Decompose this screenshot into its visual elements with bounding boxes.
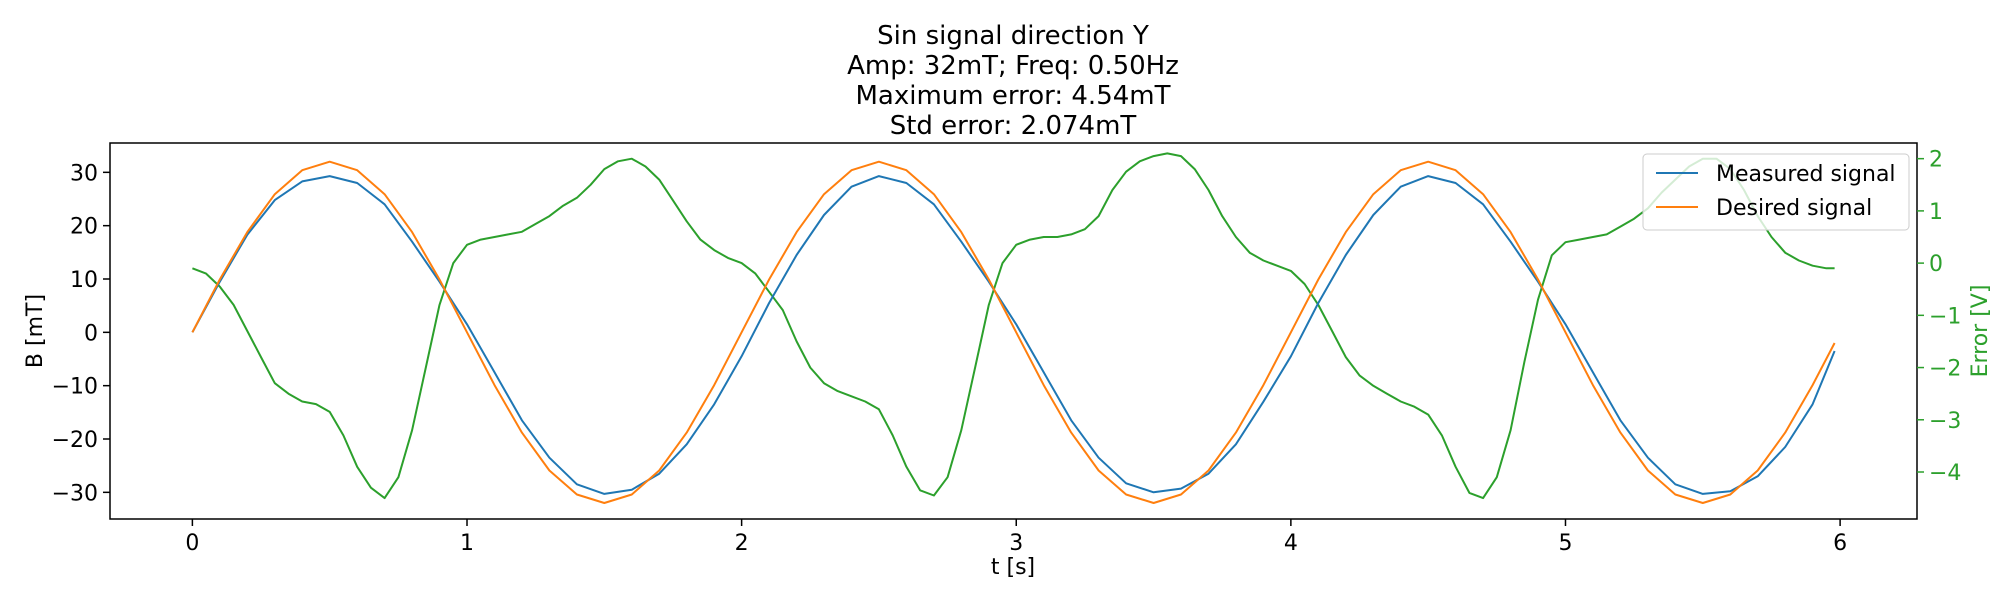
y2-tick-label: −2 <box>1929 357 1961 382</box>
series-line-desired <box>191 160 1836 504</box>
y-axis-label: B [mT] <box>23 294 48 368</box>
y-axis-right: 2 1 0 −1 −2 −3 −4 <box>1917 148 1961 486</box>
y2-axis-label: Error [V] <box>1968 285 1993 378</box>
plot-series <box>191 152 1836 504</box>
x-tick-label: 4 <box>1284 531 1298 556</box>
y-tick-label: 30 <box>70 161 98 186</box>
y-axis-left: 30 20 10 0 −10 −20 −30 <box>52 161 110 506</box>
x-tick-label: 1 <box>460 531 474 556</box>
y2-tick-label: −1 <box>1929 304 1961 329</box>
legend-label-desired: Desired signal <box>1716 196 1872 221</box>
y2-tick-label: −4 <box>1929 461 1961 486</box>
legend: Measured signal Desired signal <box>1642 153 1910 231</box>
y-tick-label: 0 <box>84 321 98 346</box>
plot-frame <box>109 142 1918 520</box>
legend-box <box>1642 153 1910 231</box>
y-tick-label: −10 <box>52 375 98 400</box>
y2-tick-label: −3 <box>1929 409 1961 434</box>
series-line-error <box>192 152 1835 500</box>
title-line-4: Std error: 2.074mT <box>890 111 1137 141</box>
x-tick-label: 6 <box>1833 531 1847 556</box>
x-tick-label: 2 <box>735 531 749 556</box>
y-tick-label: −20 <box>52 428 98 453</box>
x-tick-label: 0 <box>185 531 199 556</box>
x-tick-label: 3 <box>1009 531 1023 556</box>
chart-title: Sin signal direction Y Amp: 32mT; Freq: … <box>847 21 1179 141</box>
y-tick-label: −30 <box>52 481 98 506</box>
title-line-2: Amp: 32mT; Freq: 0.50Hz <box>847 51 1179 81</box>
y2-tick-label: 2 <box>1929 148 1943 173</box>
x-axis: 0 1 2 3 4 5 6 <box>185 519 1847 556</box>
series-line-measured <box>191 175 1836 495</box>
y-tick-label: 20 <box>70 215 98 240</box>
y2-tick-label: 1 <box>1929 200 1943 225</box>
x-axis-label: t [s] <box>991 555 1035 580</box>
legend-label-measured: Measured signal <box>1716 162 1896 187</box>
title-line-1: Sin signal direction Y <box>877 21 1149 51</box>
x-tick-label: 5 <box>1558 531 1572 556</box>
y2-tick-label: 0 <box>1929 252 1943 277</box>
title-line-3: Maximum error: 4.54mT <box>856 81 1171 111</box>
y-tick-label: 10 <box>70 268 98 293</box>
